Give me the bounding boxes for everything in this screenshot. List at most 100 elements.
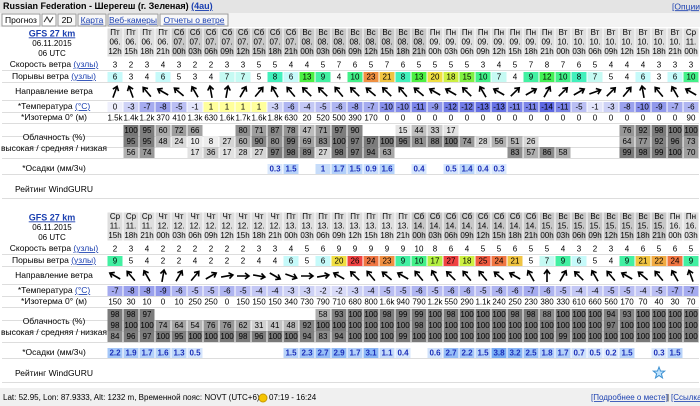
speed-label-part[interactable]: (узлы) bbox=[73, 243, 98, 253]
wind-speed: 3 bbox=[145, 61, 150, 70]
cloud-mid: 100 bbox=[332, 321, 346, 330]
options-link[interactable]: [Опции] bbox=[672, 1, 700, 11]
share-link[interactable]: [Ссылка] bbox=[671, 393, 700, 402]
hour: 15h bbox=[492, 231, 505, 240]
day-name: Сб bbox=[446, 212, 457, 221]
cloud-mid: 97 bbox=[351, 137, 360, 146]
cloud-high-cell bbox=[123, 309, 139, 320]
tab-label[interactable]: Отчеты о ветре bbox=[163, 15, 224, 25]
cloud-mid: 100 bbox=[620, 321, 634, 330]
cloud-mid-cell bbox=[203, 136, 219, 147]
day-date: 10. bbox=[621, 38, 632, 47]
day-date: 09. bbox=[461, 38, 472, 47]
wind-speed: 3 bbox=[657, 61, 662, 70]
day-name: Сб bbox=[174, 28, 185, 37]
wind-gust-cell bbox=[635, 256, 651, 266]
wind-gust: 2 bbox=[209, 257, 214, 266]
precipitation: 0.5 bbox=[589, 349, 601, 358]
tab-label[interactable]: Прогноз bbox=[5, 15, 37, 25]
temperature-cell bbox=[555, 102, 571, 112]
isotherm: 90 bbox=[687, 114, 696, 123]
wind-gust-cell bbox=[555, 72, 571, 82]
tab[interactable] bbox=[107, 13, 159, 27]
speed-label-part[interactable]: (узлы) bbox=[73, 59, 98, 69]
tab[interactable] bbox=[159, 13, 229, 27]
cloud-high: 58 bbox=[319, 310, 328, 319]
day-name: Чт bbox=[271, 212, 280, 221]
model-link[interactable]: GFS 27 km bbox=[29, 28, 76, 38]
cloud-low-cell bbox=[651, 331, 667, 342]
day-name: Вс bbox=[542, 212, 551, 221]
precipitation: 2.7 bbox=[317, 349, 329, 358]
hour: 12h bbox=[492, 47, 505, 56]
day-name: Вс bbox=[350, 28, 359, 37]
temperature-cell bbox=[539, 102, 555, 112]
spot-code[interactable]: (4au) bbox=[191, 1, 213, 11]
wind-speed: 3 bbox=[673, 61, 678, 70]
hour: 03h bbox=[316, 47, 329, 56]
tab[interactable] bbox=[77, 13, 107, 27]
wind-arrow bbox=[286, 86, 296, 98]
precipitation: 0.7 bbox=[573, 349, 585, 358]
day-date: 15. bbox=[637, 222, 648, 231]
cloud-mid-cell bbox=[219, 320, 235, 331]
cloud-sublabel: высокая / средняя / низкая bbox=[1, 327, 107, 337]
precipitation-cell bbox=[331, 164, 347, 174]
model-link[interactable]: GFS 27 km bbox=[29, 212, 76, 222]
isotherm: 0 bbox=[481, 114, 486, 123]
precipitation: 0.6 bbox=[429, 349, 441, 358]
wind-speed: 7 bbox=[561, 61, 566, 70]
day-name: Пн bbox=[430, 28, 440, 37]
wind-gust: 4 bbox=[337, 73, 342, 82]
tab-label[interactable]: Карта bbox=[81, 15, 104, 25]
gust-label-part[interactable]: (узлы) bbox=[71, 255, 96, 265]
cloud-high: 94 bbox=[607, 310, 616, 319]
temp-label-part[interactable]: (°C) bbox=[75, 285, 90, 295]
cloud-high: 100 bbox=[668, 310, 682, 319]
wind-speed: 9 bbox=[369, 245, 374, 254]
day-name: Пт bbox=[126, 28, 136, 37]
day-name: Сб bbox=[206, 28, 217, 37]
cloud-low-cell bbox=[347, 147, 363, 158]
details-link[interactable]: [Подробнее о месте] bbox=[591, 393, 668, 402]
temperature: -8 bbox=[143, 287, 151, 296]
hour: 03h bbox=[300, 231, 313, 240]
wind-speed: 3 bbox=[129, 245, 134, 254]
temperature-cell bbox=[331, 102, 347, 112]
cloud-mid: 98 bbox=[111, 321, 120, 330]
wind-gust: 2 bbox=[241, 257, 246, 266]
temperature-cell bbox=[443, 102, 459, 112]
cloud-low: 100 bbox=[668, 148, 682, 157]
wind-gust: 7 bbox=[241, 73, 246, 82]
tab-label[interactable]: 2D bbox=[62, 15, 73, 25]
hour: 06h bbox=[460, 47, 473, 56]
wind-speed: 4 bbox=[289, 245, 294, 254]
wind-gust: 4 bbox=[257, 257, 262, 266]
isotherm: 1.6k bbox=[379, 298, 395, 307]
gust-label: Порывы ветра (узлы) bbox=[12, 255, 96, 265]
isotherm: 1.3k bbox=[187, 114, 203, 123]
hour: 03h bbox=[172, 231, 185, 240]
tab[interactable] bbox=[57, 13, 77, 27]
wind-gust-cell bbox=[587, 72, 603, 82]
tab-label[interactable]: Веб-камеры bbox=[109, 15, 157, 25]
wind-arrow bbox=[510, 86, 521, 97]
isotherm: 250 bbox=[508, 298, 522, 307]
cloud-high-cell bbox=[315, 125, 331, 136]
precipitation-cell bbox=[619, 348, 635, 358]
cloud-high-cell bbox=[267, 125, 283, 136]
temp-label-part[interactable]: (°C) bbox=[75, 101, 90, 111]
wind-gust-cell bbox=[603, 256, 619, 266]
wind-arrow bbox=[126, 270, 136, 282]
temperature: -8 bbox=[351, 103, 359, 112]
temperature-cell bbox=[187, 286, 203, 296]
isotherm: 0 bbox=[385, 114, 390, 123]
gust-label-part[interactable]: (узлы) bbox=[71, 71, 96, 81]
hour: 12h bbox=[476, 231, 489, 240]
cloud-low-cell bbox=[235, 147, 251, 158]
wind-arrow bbox=[220, 271, 235, 280]
temperature: -6 bbox=[543, 287, 551, 296]
wind-gust-cell bbox=[171, 72, 187, 82]
tab[interactable] bbox=[1, 13, 41, 27]
wind-gust: 24 bbox=[367, 257, 376, 266]
